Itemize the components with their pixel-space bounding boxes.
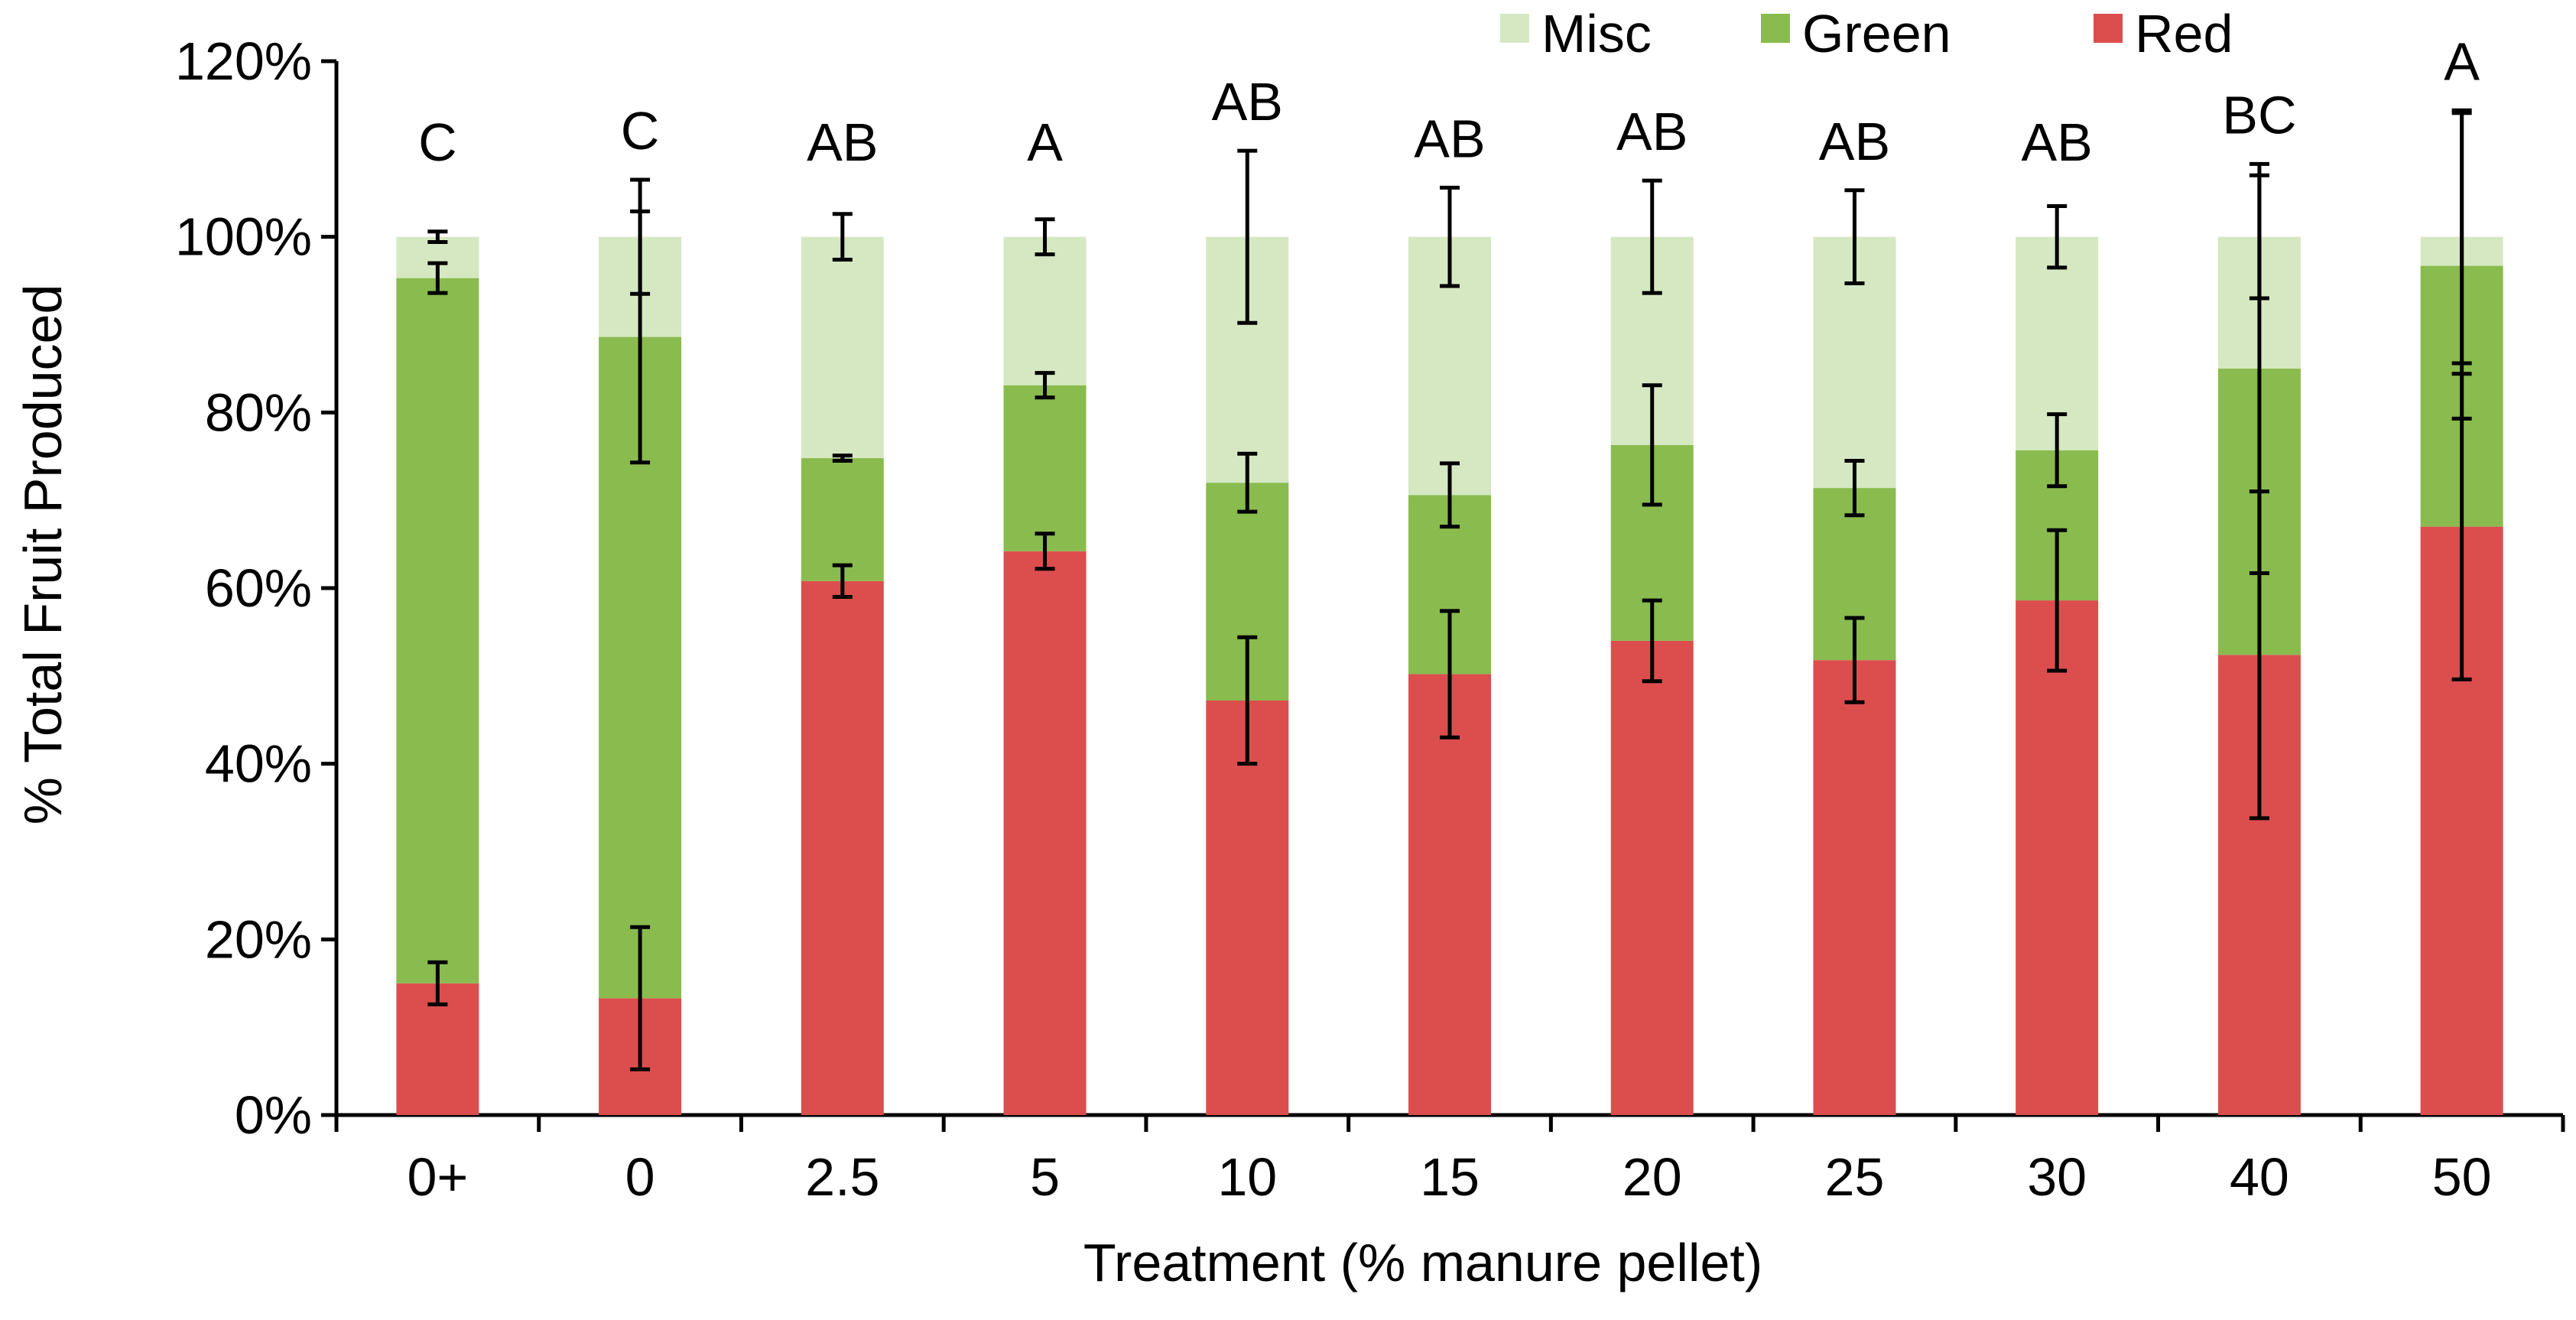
legend-swatch-green	[1761, 14, 1790, 43]
bar-red	[1408, 674, 1491, 1115]
significance-letter: A	[1027, 112, 1063, 172]
y-tick-label: 40%	[205, 734, 312, 794]
x-tick-label: 25	[1825, 1147, 1885, 1207]
significance-letter: AB	[2021, 112, 2092, 172]
bar-green	[396, 278, 479, 983]
bar-red	[2016, 600, 2099, 1115]
y-tick-label: 0%	[235, 1085, 312, 1145]
x-tick-label: 0	[625, 1147, 655, 1207]
legend-swatch-misc	[1500, 14, 1529, 43]
y-tick-label: 120%	[175, 31, 312, 91]
x-tick-label: 10	[1217, 1147, 1277, 1207]
x-axis-title: Treatment (% manure pellet)	[1083, 1233, 1762, 1292]
labels-layer: 0% 20% 40% 60% 80% 100% 120% 0+ C 0 C 2.5 AB 5 A 10 AB 15…	[175, 31, 2492, 1207]
significance-letter: C	[621, 101, 660, 161]
bar-red	[1206, 700, 1289, 1115]
significance-letter: A	[2444, 31, 2480, 91]
legend-label-red: Red	[2135, 4, 2233, 63]
x-tick-label: 5	[1030, 1147, 1060, 1207]
legend: Misc Green Red	[1500, 4, 2233, 63]
x-tick-label: 20	[1623, 1147, 1682, 1207]
error-bars-layer	[427, 108, 2472, 1071]
y-tick-label: 100%	[175, 207, 312, 267]
x-tick-label: 30	[2027, 1147, 2087, 1207]
x-tick-label: 50	[2432, 1147, 2492, 1207]
x-tick-label: 40	[2230, 1147, 2289, 1207]
x-tick-label: 2.5	[805, 1147, 879, 1207]
x-tick-label: 0+	[407, 1147, 468, 1207]
significance-letter: AB	[807, 112, 878, 172]
significance-letter: AB	[1212, 72, 1283, 132]
bar-red	[1813, 660, 1896, 1115]
x-tick-label: 15	[1420, 1147, 1480, 1207]
significance-letter: AB	[1819, 112, 1890, 171]
y-axis-title: % Total Fruit Produced	[13, 284, 73, 825]
significance-letter: AB	[1414, 109, 1485, 168]
bar-red	[1610, 640, 1694, 1115]
significance-letter: BC	[2222, 85, 2296, 145]
legend-label-green: Green	[1802, 4, 1951, 63]
bar-misc	[1003, 236, 1087, 385]
bar-green	[1003, 385, 1087, 551]
significance-letter: AB	[1616, 102, 1688, 161]
bar-misc	[801, 236, 884, 459]
y-tick-label: 20%	[205, 909, 312, 969]
y-tick-label: 80%	[205, 382, 312, 442]
bar-red	[1003, 551, 1087, 1115]
legend-label-misc: Misc	[1541, 4, 1652, 63]
y-tick-label: 60%	[205, 558, 312, 618]
bar-green	[801, 458, 884, 581]
legend-swatch-red	[2094, 14, 2123, 43]
significance-letter: C	[418, 112, 457, 172]
bar-red	[801, 580, 884, 1115]
